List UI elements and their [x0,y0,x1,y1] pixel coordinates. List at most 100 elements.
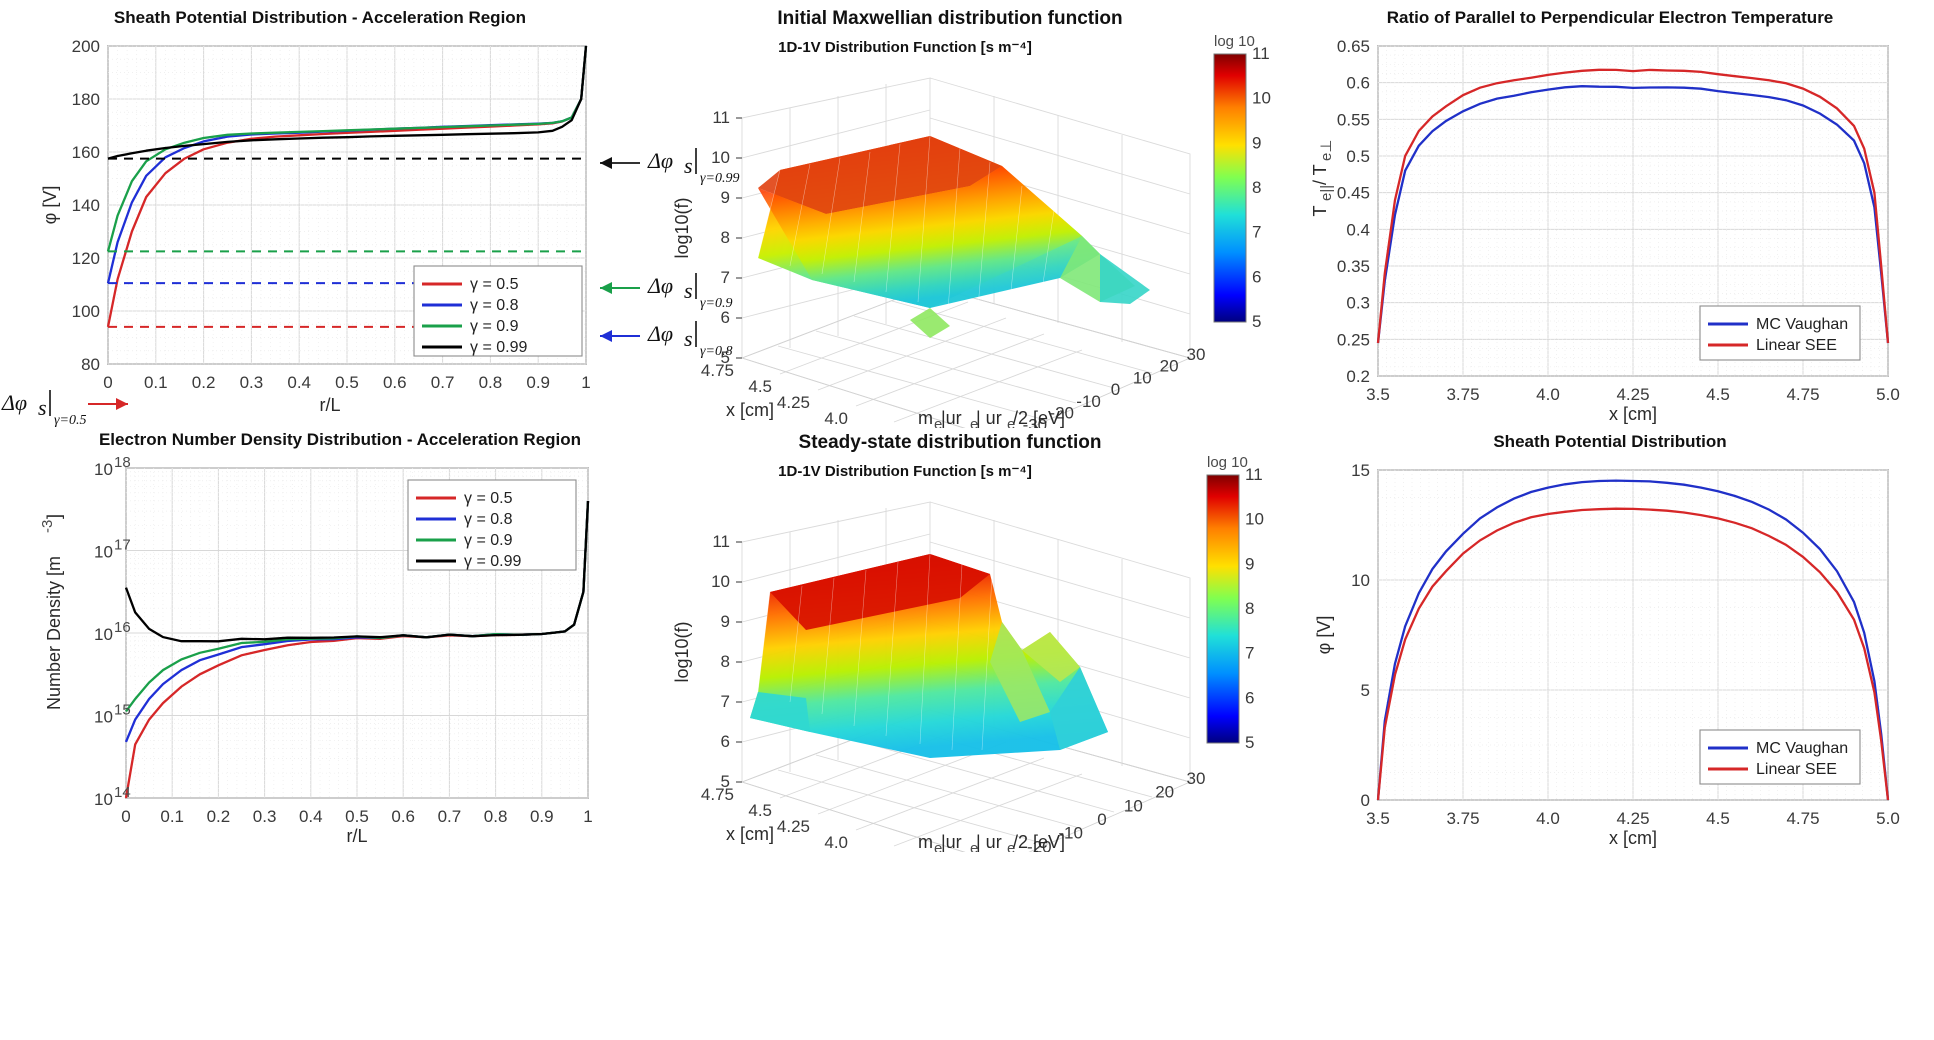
annot4-cond: γ=0.5 [54,413,86,428]
panel5-ylabel: m e |ur e | ur e /2 [eV] [918,832,1065,852]
annot1-base: Δφ [647,148,673,173]
panel2-v-ticks: -40-30-20-10 0 10 20 30 [996,345,1206,428]
svg-text:30: 30 [1187,769,1206,788]
panel1-legend[interactable]: γ = 0.5 γ = 0.8 γ = 0.9 γ = 0.99 [413,265,583,357]
svg-text:0.45: 0.45 [1337,184,1370,203]
svg-text:6: 6 [721,732,730,751]
svg-text:0.1: 0.1 [160,807,184,826]
panel6-gridlines [1377,469,1889,801]
svg-text:100: 100 [72,302,100,321]
svg-text:γ = 0.5: γ = 0.5 [464,490,513,507]
svg-text:4.5: 4.5 [748,377,772,396]
panel2-surface-mesh [757,135,1150,338]
svg-text:0.4: 0.4 [1346,220,1370,239]
panel2-title: Initial Maxwellian distribution function [777,8,1123,29]
svg-text:Linear SEE: Linear SEE [1756,337,1837,354]
annot3-cond: γ=0.8 [700,344,732,359]
svg-text:4.25: 4.25 [1616,809,1649,828]
svg-text:0.35: 0.35 [1337,257,1370,276]
svg-text:|ur: |ur [941,832,962,852]
svg-text:0.2: 0.2 [192,373,216,392]
svg-text:0.5: 0.5 [345,807,369,826]
annotation-dphi-05: Δφ s γ=0.5 [0,388,170,432]
panel2-colorbar: log 10 5 6 7 8 9 10 11 [1212,34,1302,354]
svg-text:10: 10 [94,625,113,644]
svg-text:/ T: / T [1310,164,1330,185]
svg-text:9: 9 [1252,133,1261,152]
svg-text:140: 140 [72,196,100,215]
svg-text:0: 0 [1361,791,1370,810]
annotation-dphi-09: Δφ s γ=0.9 [600,265,800,311]
svg-text:e||: e|| [1318,185,1335,201]
svg-text:4.75: 4.75 [1786,385,1819,404]
svg-text:γ = 0.99: γ = 0.99 [464,553,521,570]
svg-text:0.2: 0.2 [207,807,231,826]
svg-text:e: e [1007,840,1015,852]
svg-text:10: 10 [711,572,730,591]
panel3-ylabel: T e|| / T e⊥ [1310,140,1335,217]
svg-text:-20: -20 [1027,837,1052,852]
svg-text:4.5: 4.5 [1706,385,1730,404]
svg-text:0.1: 0.1 [144,373,168,392]
annot1-cond: γ=0.99 [700,171,739,186]
svg-text:4.0: 4.0 [824,833,848,852]
panel5-surface-mesh [750,553,1108,758]
svg-text:-40: -40 [996,427,1021,428]
panel5-subtitle: 1D-1V Distribution Function [s m⁻⁴] [778,463,1032,480]
svg-text:γ = 0.8: γ = 0.8 [464,511,513,528]
svg-text:-3: -3 [39,520,56,533]
svg-text:e: e [970,416,978,428]
panel6-legend[interactable]: MC Vaughan Linear SEE [1699,729,1861,785]
svg-text:-20: -20 [1049,404,1074,423]
annot3-base: Δφ [647,321,673,346]
annot4-base: Δφ [1,390,27,415]
svg-text:180: 180 [72,90,100,109]
svg-text:4.75: 4.75 [701,785,734,804]
panel1-gridlines [107,45,587,365]
annotation-dphi-08: Δφ s γ=0.8 [600,313,800,359]
svg-text:3.75: 3.75 [1446,385,1479,404]
svg-text:10: 10 [1124,796,1143,815]
svg-text:e⊥: e⊥ [1318,140,1335,161]
svg-text:γ = 0.99: γ = 0.99 [470,339,527,356]
svg-text:30: 30 [1187,345,1206,364]
svg-text:4.5: 4.5 [748,801,772,820]
annot4-sub: s [38,395,47,420]
svg-text:Number Density [m: Number Density [m [44,556,64,710]
svg-text:4.0: 4.0 [824,409,848,428]
svg-text:MC Vaughan: MC Vaughan [1756,316,1848,333]
svg-text:-10: -10 [1058,824,1083,843]
svg-text:6: 6 [721,308,730,327]
svg-text:5: 5 [1361,681,1370,700]
svg-text:0.55: 0.55 [1337,110,1370,129]
panel1-ylabel: φ [V] [40,186,60,225]
svg-text:9: 9 [721,612,730,631]
panel4-legend[interactable]: γ = 0.5 γ = 0.8 γ = 0.9 γ = 0.99 [407,479,577,571]
svg-text:0.6: 0.6 [391,807,415,826]
panel2-surface: 5 6 7 8 9 10 11 4.75 4.5 4.25 4.0 3.75 -40-30-20-1… [672,77,1206,428]
svg-text:0.3: 0.3 [1346,294,1370,313]
panel5-xlabel: x [cm] [726,824,774,844]
svg-text:6: 6 [1245,688,1254,707]
svg-text:7: 7 [1245,644,1254,663]
svg-text:γ = 0.9: γ = 0.9 [470,318,519,335]
panel6-y-ticklabels: 0 5 10 15 [1351,461,1370,810]
svg-text:0.7: 0.7 [431,373,455,392]
svg-text:11: 11 [712,532,730,551]
svg-text:1: 1 [581,373,590,392]
svg-text:3.75: 3.75 [1446,809,1479,828]
svg-text:11: 11 [1245,465,1263,484]
svg-text:4.25: 4.25 [777,393,810,412]
svg-text:Linear SEE: Linear SEE [1756,761,1837,778]
svg-text:4.75: 4.75 [1786,809,1819,828]
panel3-legend[interactable]: MC Vaughan Linear SEE [1699,305,1861,361]
svg-text:18: 18 [114,454,131,471]
panel4-curves [124,500,590,799]
panel4-xlabel: r/L [346,826,367,846]
svg-text:0: 0 [121,807,130,826]
svg-text:8: 8 [721,652,730,671]
svg-text:0: 0 [1111,380,1120,399]
